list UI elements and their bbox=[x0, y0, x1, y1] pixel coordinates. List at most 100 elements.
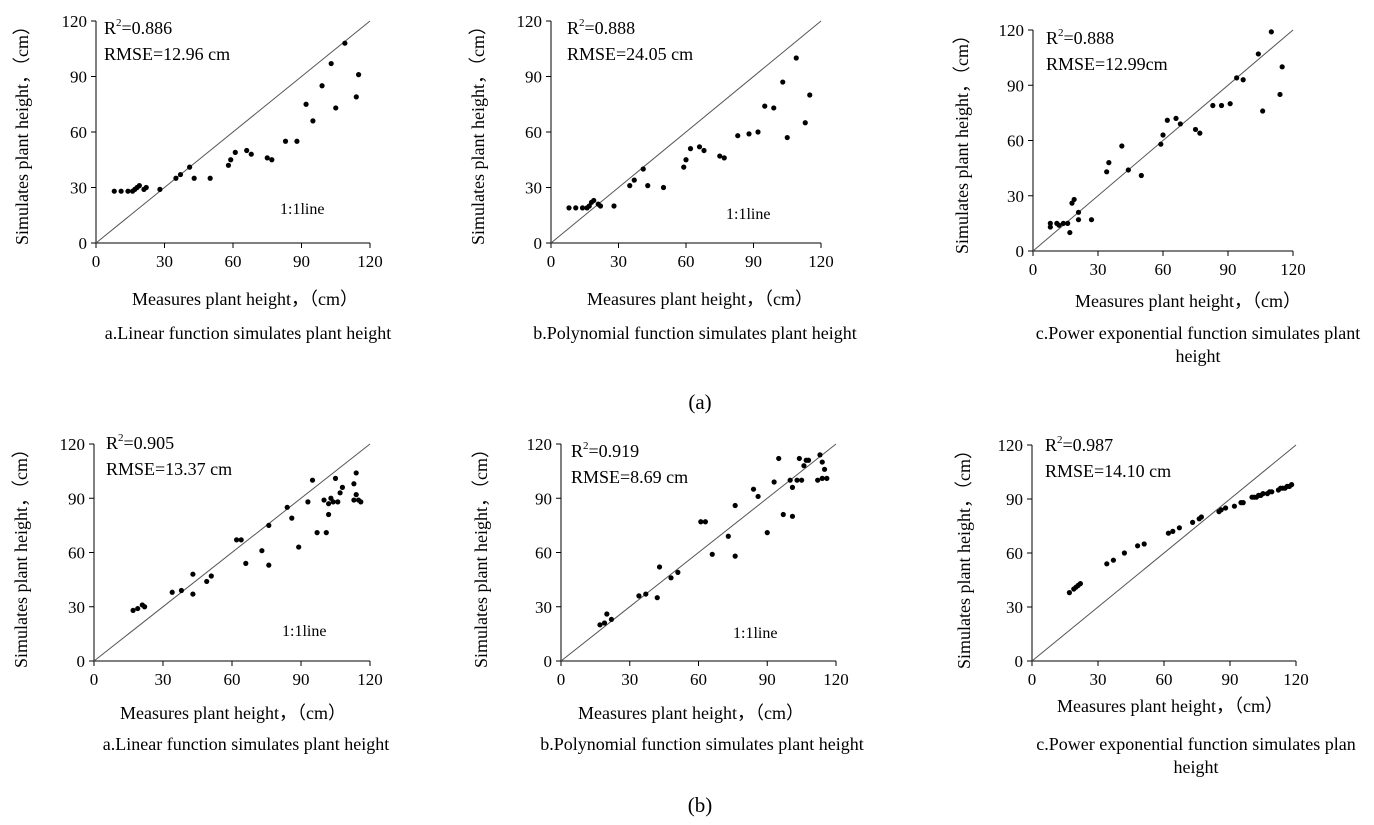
panel-caption: height bbox=[1176, 346, 1221, 366]
data-point bbox=[573, 205, 579, 211]
data-point bbox=[1170, 528, 1176, 535]
data-point bbox=[332, 475, 339, 481]
data-point bbox=[284, 504, 290, 510]
y-tick-label: 120 bbox=[999, 21, 1025, 40]
data-point bbox=[1047, 220, 1053, 226]
x-tick-label: 90 bbox=[1220, 260, 1237, 279]
r-squared-label: R2=0.919 bbox=[571, 440, 639, 461]
y-tick-label: 0 bbox=[544, 652, 553, 671]
data-point bbox=[353, 470, 359, 476]
data-point bbox=[319, 83, 325, 89]
reference-line-1-1 bbox=[1031, 444, 1297, 662]
panel-caption: a.Linear function simulates plant height bbox=[103, 734, 389, 754]
y-tick-label: 90 bbox=[68, 489, 85, 508]
data-point bbox=[776, 455, 782, 462]
y-tick-label: 30 bbox=[70, 179, 87, 198]
data-point bbox=[1106, 160, 1112, 166]
y-tick-label: 60 bbox=[68, 544, 85, 563]
data-point bbox=[225, 162, 232, 168]
data-point bbox=[750, 486, 757, 492]
data-point bbox=[259, 548, 265, 554]
x-tick-label: 30 bbox=[621, 670, 638, 689]
panel-caption: c.Power exponential function simulates p… bbox=[1036, 734, 1355, 754]
data-point bbox=[321, 497, 327, 503]
data-point bbox=[597, 203, 604, 209]
data-point bbox=[1104, 561, 1110, 567]
data-point bbox=[755, 129, 761, 135]
x-tick-label: 90 bbox=[759, 670, 776, 689]
line-label: 1:1line bbox=[726, 206, 770, 223]
y-axis-title: Simulates plant height，（cm） bbox=[11, 440, 31, 668]
rmse-label: RMSE=12.96 cm bbox=[104, 44, 230, 64]
data-point bbox=[310, 118, 316, 124]
data-point bbox=[683, 157, 689, 163]
data-point bbox=[815, 477, 821, 483]
y-tick-label: 120 bbox=[527, 435, 553, 454]
x-tick-label: 120 bbox=[357, 670, 383, 689]
rmse-label: RMSE=12.99cm bbox=[1046, 54, 1168, 74]
data-point bbox=[725, 533, 731, 539]
data-point bbox=[1047, 224, 1053, 230]
x-tick-label: 90 bbox=[1222, 670, 1239, 689]
data-point bbox=[303, 101, 309, 107]
data-point bbox=[1268, 29, 1274, 35]
data-point bbox=[681, 164, 687, 170]
data-point bbox=[323, 530, 329, 536]
line-label: 1:1line bbox=[733, 625, 777, 642]
data-point bbox=[566, 205, 572, 211]
panel-caption: b.Polynomial function simulates plant he… bbox=[533, 323, 856, 343]
data-point bbox=[130, 607, 136, 613]
data-point bbox=[351, 497, 357, 503]
data-point bbox=[1240, 77, 1246, 83]
x-tick-label: 30 bbox=[156, 252, 173, 271]
x-tick-label: 60 bbox=[224, 670, 241, 689]
data-point bbox=[305, 499, 311, 505]
y-axis-title: Simulates plant height，（cm） bbox=[954, 441, 974, 669]
data-point bbox=[801, 463, 807, 469]
data-point bbox=[1065, 220, 1071, 226]
data-point bbox=[780, 511, 786, 518]
data-point bbox=[1260, 491, 1266, 497]
r-squared-label: R2=0.888 bbox=[567, 17, 635, 38]
data-point bbox=[333, 105, 339, 111]
data-point bbox=[1234, 75, 1240, 81]
data-point bbox=[794, 477, 800, 483]
data-point bbox=[204, 578, 210, 585]
data-point bbox=[1223, 505, 1229, 511]
data-point bbox=[746, 131, 752, 137]
reference-line-1-1 bbox=[1032, 29, 1294, 252]
data-point bbox=[732, 502, 738, 509]
data-point bbox=[351, 481, 357, 487]
x-tick-label: 90 bbox=[745, 252, 762, 271]
data-point bbox=[611, 203, 617, 209]
panel-caption: height bbox=[1174, 757, 1219, 777]
data-point bbox=[755, 493, 761, 500]
data-point bbox=[802, 120, 808, 126]
x-tick-label: 60 bbox=[690, 670, 707, 689]
data-point bbox=[169, 589, 175, 595]
x-tick-label: 30 bbox=[155, 670, 172, 689]
x-axis-title: Measures plant height，（cm） bbox=[578, 703, 804, 723]
data-point bbox=[601, 620, 608, 626]
data-point bbox=[1277, 91, 1283, 98]
y-tick-label: 0 bbox=[1015, 652, 1024, 671]
x-tick-label: 90 bbox=[293, 252, 310, 271]
data-point bbox=[762, 103, 768, 109]
data-point bbox=[789, 513, 796, 519]
y-tick-label: 30 bbox=[68, 598, 85, 617]
data-point bbox=[636, 593, 642, 599]
data-point bbox=[1071, 196, 1077, 203]
data-point bbox=[709, 551, 715, 557]
data-point bbox=[1060, 220, 1066, 226]
x-axis-title: Measures plant height，（cm） bbox=[1075, 291, 1301, 311]
rmse-label: RMSE=14.10 cm bbox=[1045, 461, 1171, 481]
reference-line-1-1 bbox=[95, 20, 371, 244]
y-tick-label: 120 bbox=[62, 12, 88, 31]
data-point bbox=[1177, 121, 1183, 127]
data-point bbox=[604, 611, 610, 617]
data-point bbox=[1279, 64, 1285, 70]
data-point bbox=[780, 79, 786, 85]
data-point bbox=[125, 188, 131, 194]
data-point bbox=[597, 622, 603, 628]
data-point bbox=[1165, 530, 1171, 536]
